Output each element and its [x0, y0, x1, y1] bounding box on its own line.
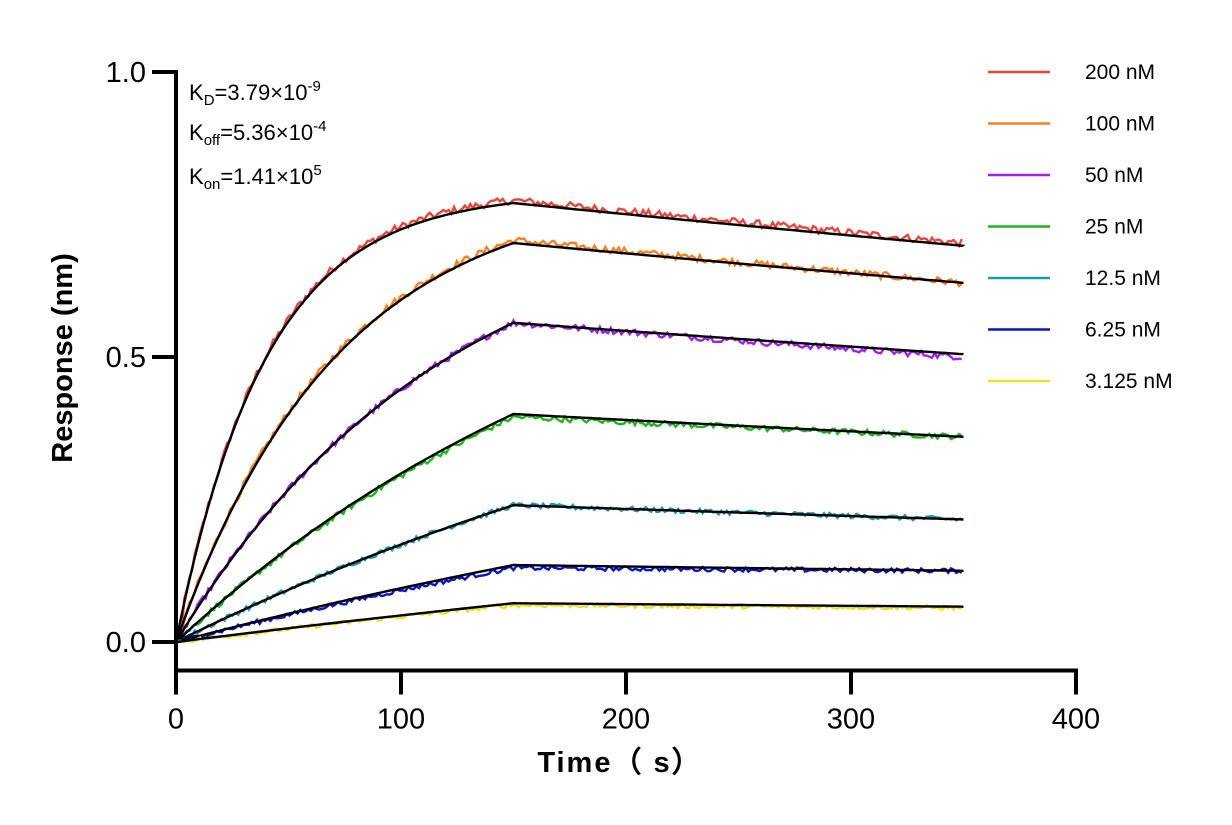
fit-curve-3-125-nm [175, 601, 964, 644]
axes: 0.0 0.5 1.0 0 100 200 300 400 [106, 57, 1101, 736]
fit-curve-200-nm [174, 201, 965, 643]
plot-curves [174, 197, 965, 645]
fit-curve-25-nm [175, 412, 964, 643]
y-tick-label: 0.0 [106, 627, 146, 659]
measured-curve-3-125-nm [175, 601, 962, 644]
legend-label: 100 nM [1085, 113, 1155, 136]
measured-curve-100-nm [176, 236, 963, 643]
measured-curve-12-5-nm [175, 501, 962, 643]
x-tick-label: 100 [377, 704, 425, 736]
fit-curve-12-5-nm [175, 503, 964, 644]
x-axis-label: Time（ s） [537, 746, 702, 779]
legend-label: 12.5 nM [1085, 267, 1161, 290]
x-tick-label: 200 [602, 704, 650, 736]
y-tick-label: 1.0 [106, 57, 146, 89]
legend-label: 3.125 nM [1085, 370, 1173, 393]
legend-label: 25 nM [1085, 216, 1143, 239]
kon-annotation: Kon=1.41×105 [189, 162, 322, 193]
koff-annotation: Koff=5.36×10-4 [189, 118, 327, 149]
y-axis-label: Response (nm) [47, 253, 79, 462]
fit-curve-6-25-nm [175, 563, 964, 644]
kd-annotation: KD=3.79×10-9 [189, 78, 321, 109]
x-tick-label: 300 [827, 704, 875, 736]
legend-label: 200 nM [1085, 61, 1155, 84]
legend-label: 50 nM [1085, 164, 1143, 187]
measured-curve-50-nm [175, 317, 962, 644]
x-tick-label: 400 [1052, 704, 1100, 736]
fit-curve-50-nm [174, 321, 964, 643]
y-tick-label: 0.5 [106, 342, 146, 374]
measured-curve-25-nm [175, 413, 963, 645]
measured-curve-200-nm [176, 197, 963, 643]
x-tick-label: 0 [168, 704, 184, 736]
legend: 200 nM 100 nM 50 nM 25 nM 12.5 nM 6.25 nM 3.12… [988, 61, 1173, 393]
fit-curve-100-nm [174, 241, 964, 643]
legend-label: 6.25 nM [1085, 319, 1161, 342]
